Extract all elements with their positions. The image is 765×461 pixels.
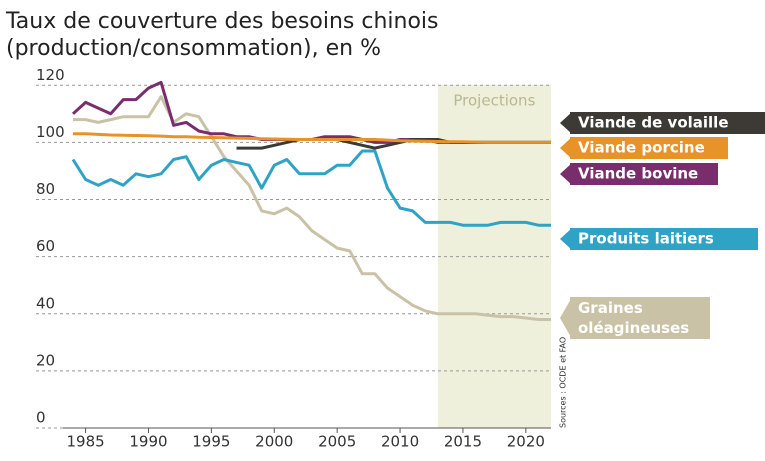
x-tick-label: 2010	[381, 433, 419, 451]
series-label: Viande porcine	[560, 137, 728, 159]
label-pointer	[560, 112, 572, 134]
label-pointer	[560, 163, 572, 185]
legend-label: Graines oléagineuses	[578, 299, 689, 337]
projection-label: Projections	[453, 92, 535, 110]
y-tick-label: 100	[36, 123, 65, 141]
series-line	[73, 132, 551, 144]
source: Sources : OCDE et FAO	[559, 337, 568, 428]
x-tick-label: 1985	[66, 433, 104, 451]
x-tick-label: 2015	[444, 433, 482, 451]
label-pointer	[560, 297, 572, 339]
series-line	[71, 149, 551, 227]
x-tick-label: 1990	[129, 433, 167, 451]
y-tick-label: 120	[36, 66, 65, 84]
y-tick-label: 40	[36, 294, 55, 312]
label-box	[570, 163, 718, 185]
series-label: Produits laitiers	[560, 228, 758, 250]
legend-line: oléagineuses	[578, 319, 689, 337]
x-tick-label: 1995	[192, 433, 230, 451]
series-line	[73, 95, 551, 321]
label-box	[570, 297, 710, 339]
chart-subtitle: (production/consommation), en %	[6, 36, 381, 61]
legend-label: Viande bovine	[578, 165, 698, 183]
x-tick-label: 2000	[255, 433, 293, 451]
series-label: Viande bovine	[560, 163, 718, 185]
legend-label: Viande de volaille	[578, 114, 729, 132]
y-tick-label: 60	[36, 237, 55, 255]
series-label: Graines oléagineuses	[560, 297, 710, 339]
label-box	[570, 137, 728, 159]
y-tick-label: 20	[36, 351, 55, 369]
label-pointer	[560, 228, 572, 250]
legend-label: Viande porcine	[578, 139, 705, 157]
label-pointer	[560, 137, 572, 159]
chart-title: Taux de couverture des besoins chinois	[5, 9, 439, 34]
legend-label: Produits laitiers	[578, 230, 714, 248]
y-tick-label: 80	[36, 180, 55, 198]
label-box	[570, 112, 765, 134]
label-box	[570, 228, 758, 250]
series-label: Viande de volaille	[560, 112, 765, 134]
x-tick-label: 2005	[318, 433, 356, 451]
legend-line: Graines	[578, 299, 643, 317]
y-tick-label: 0	[36, 409, 46, 427]
x-tick-label: 2020	[507, 433, 545, 451]
